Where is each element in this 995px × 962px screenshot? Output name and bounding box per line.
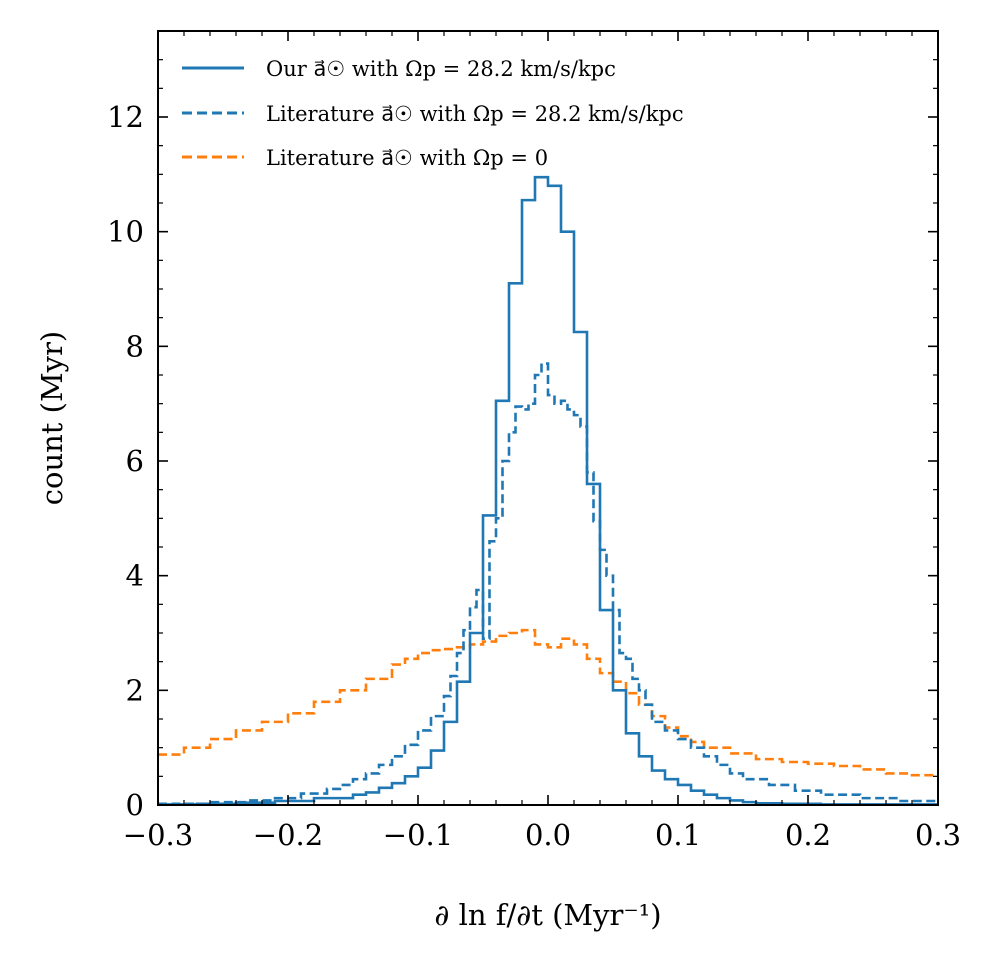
x-tick-label: −0.1 — [383, 818, 453, 852]
y-tick-label: 8 — [126, 329, 144, 363]
x-tick-label: 0.3 — [915, 818, 961, 852]
plot-area — [158, 175, 938, 806]
legend-label-lit-blue: Literature a⃗☉ with Ωp = 28.2 km/s/kpc — [266, 102, 684, 126]
x-axis-label: ∂ ln f/∂t (Myr⁻¹) — [434, 898, 661, 932]
y-tick-label: 6 — [126, 444, 144, 478]
x-tick-label: 0.2 — [785, 818, 831, 852]
legend-label-lit-orange: Literature a⃗☉ with Ωp = 0 — [266, 146, 548, 170]
y-tick-label: 10 — [107, 215, 144, 249]
series-2-step-line — [158, 628, 938, 777]
series-0-step-line — [158, 175, 938, 806]
y-tick-label: 4 — [126, 559, 144, 593]
legend-label-our: Our a⃗☉ with Ωp = 28.2 km/s/kpc — [266, 57, 616, 81]
x-tick-label: −0.3 — [123, 818, 193, 852]
x-tick-label: 0.0 — [525, 818, 571, 852]
y-tick-label: 2 — [126, 673, 144, 707]
legend: Our a⃗☉ with Ωp = 28.2 km/s/kpc Literatu… — [182, 57, 684, 170]
y-axis-label: count (Myr) — [35, 331, 69, 506]
x-tick-label: −0.2 — [253, 818, 323, 852]
x-tick-label: 0.1 — [655, 818, 701, 852]
series-1-step-line — [158, 362, 938, 806]
tick-labels: −0.3 −0.2 −0.1 0.0 0.1 0.2 0.3 0 2 4 6 8 10 12 — [107, 100, 961, 852]
y-tick-label: 12 — [107, 100, 144, 134]
axes-frame — [157, 30, 939, 806]
y-tick-label: 0 — [126, 788, 144, 822]
